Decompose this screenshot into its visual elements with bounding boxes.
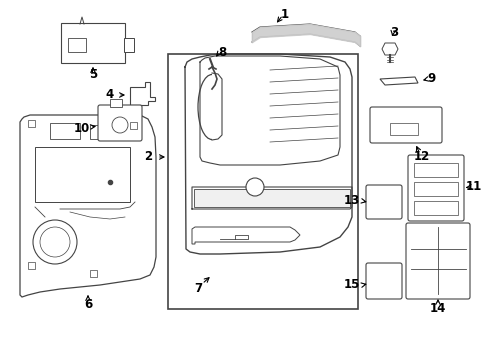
Text: 6: 6 [84, 298, 92, 312]
FancyBboxPatch shape [98, 105, 142, 141]
Text: 3: 3 [389, 25, 397, 39]
Circle shape [33, 220, 77, 264]
Text: 9: 9 [427, 72, 435, 85]
Bar [90, 270, 97, 277]
Text: 10: 10 [74, 122, 90, 136]
Bar [413, 163, 457, 177]
Bar [167, 54, 357, 309]
FancyBboxPatch shape [405, 223, 469, 299]
Bar [194, 189, 349, 207]
FancyBboxPatch shape [61, 23, 125, 63]
Text: 12: 12 [413, 151, 429, 164]
FancyBboxPatch shape [369, 107, 441, 143]
Text: 4: 4 [106, 89, 114, 101]
FancyBboxPatch shape [365, 263, 401, 299]
Polygon shape [130, 82, 155, 105]
Bar [50, 123, 80, 139]
Bar [110, 99, 122, 107]
FancyBboxPatch shape [365, 185, 401, 219]
Bar [130, 122, 136, 129]
Text: 8: 8 [217, 45, 226, 59]
Polygon shape [379, 77, 417, 85]
Polygon shape [381, 43, 397, 55]
Bar [35, 147, 130, 202]
Text: 1: 1 [280, 9, 288, 21]
Circle shape [40, 227, 70, 257]
Text: 13: 13 [343, 195, 360, 207]
Text: 5: 5 [89, 67, 97, 80]
Bar [413, 182, 457, 196]
Text: 2: 2 [144, 151, 152, 164]
Bar [68, 38, 86, 52]
Text: 11: 11 [465, 181, 481, 193]
Bar [389, 123, 417, 135]
Bar [90, 125, 108, 139]
Bar [28, 120, 35, 127]
FancyBboxPatch shape [407, 155, 463, 221]
Polygon shape [20, 115, 156, 297]
Circle shape [112, 117, 128, 133]
Polygon shape [192, 227, 300, 244]
Bar [413, 201, 457, 215]
Bar [124, 38, 134, 52]
Text: 7: 7 [194, 282, 202, 296]
Text: 15: 15 [343, 278, 360, 292]
Text: 14: 14 [429, 302, 445, 316]
Circle shape [245, 178, 263, 196]
Bar [28, 262, 35, 269]
